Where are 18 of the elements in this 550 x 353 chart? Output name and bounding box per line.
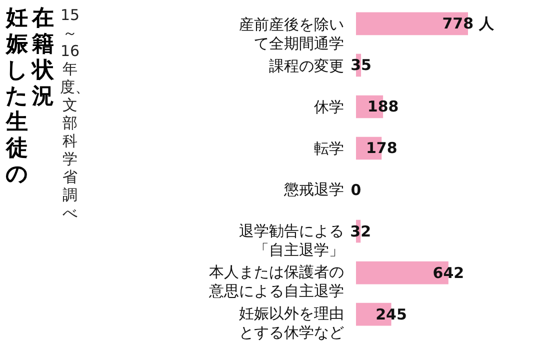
y-tick-label: 転学 (314, 139, 344, 158)
data-label: 0 (350, 180, 362, 199)
data-label: 32 (350, 222, 372, 240)
y-tick-label: 妊娠以外を理由とする休学など (239, 304, 344, 342)
data-label: 778 人 (442, 14, 495, 33)
chart-title: 妊娠した生徒の在籍状況 (6, 6, 54, 187)
data-label: 35 (350, 56, 372, 74)
data-label: 188 (367, 98, 399, 116)
text: 15～16年度、文部科学省調べ (60, 6, 90, 222)
y-tick-label: 懲戒退学 (283, 180, 344, 199)
y-tick-label: 休学 (314, 98, 344, 116)
y-tick-label: 産前産後を除いて全期間通学 (239, 16, 344, 53)
data-label: 245 (376, 305, 407, 324)
y-tick-label: 本人または保護者の意思による自主退学 (208, 263, 344, 300)
y-tick-label: 課程の変更 (269, 56, 344, 75)
data-label: 642 (432, 264, 464, 282)
data-label: 178 (366, 139, 398, 158)
y-tick-label: 退学勧告による「自主退学」 (239, 222, 344, 259)
